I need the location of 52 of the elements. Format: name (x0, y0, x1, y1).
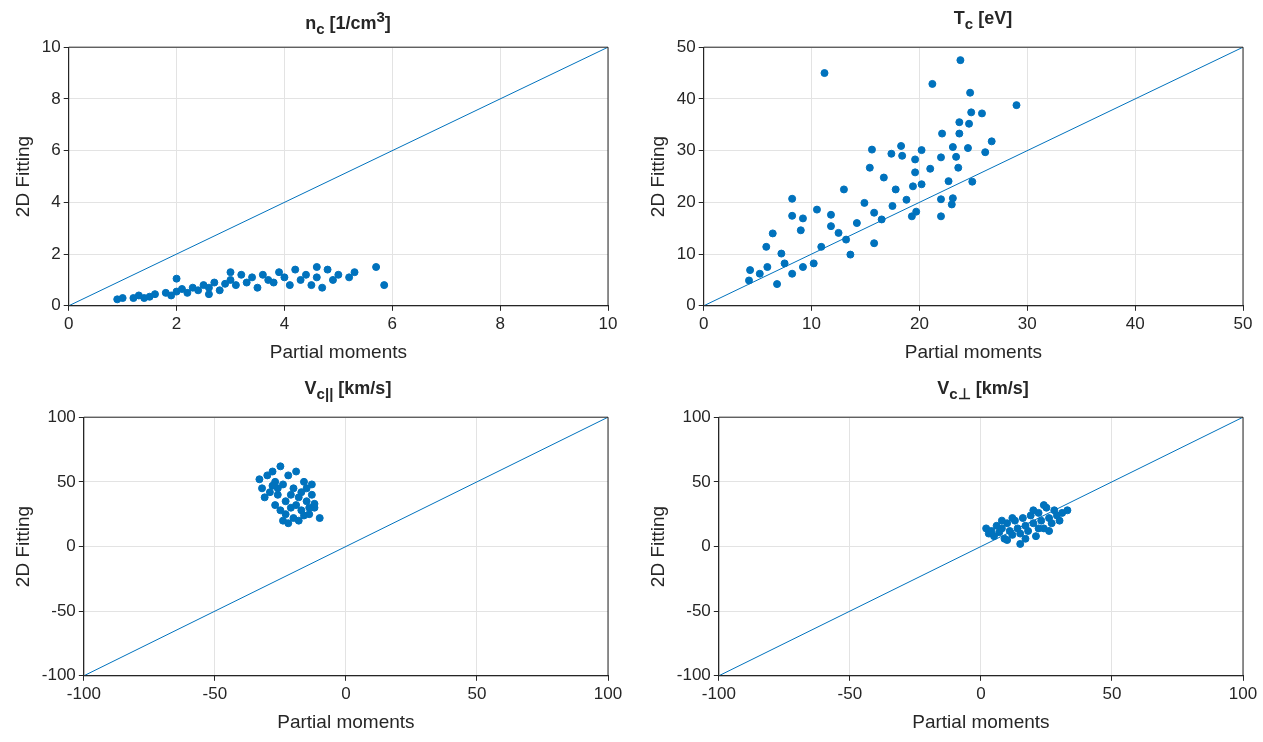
y-tick-label: -50 (51, 600, 76, 620)
y-tick-label: 2 (51, 243, 61, 263)
x-tick-label: 20 (909, 313, 929, 333)
x-tick-label: 30 (1017, 313, 1037, 333)
y-tick-label: -100 (41, 665, 76, 685)
y-tick-label: 0 (686, 295, 696, 315)
y-axis-title: 2D Fitting (11, 505, 33, 588)
x-tick-label: 40 (1125, 313, 1145, 333)
y-tick-label: 8 (51, 88, 61, 108)
x-tick-label: 0 (341, 683, 351, 703)
y-tick-label: 4 (51, 192, 61, 212)
y-tick-label: 0 (701, 536, 711, 556)
y-axis-title: 2D Fitting (11, 135, 33, 218)
x-axis-title: Partial moments (269, 340, 407, 362)
x-tick-label: 50 (1233, 313, 1253, 333)
x-tick-label: 0 (976, 683, 986, 703)
x-tick-label: 50 (1102, 683, 1122, 703)
chart-title: V$_{c||}$ [km/s] (303, 378, 393, 404)
y-tick-label: 6 (51, 140, 61, 160)
y-tick-label: 100 (47, 406, 76, 426)
y-axis-title: 2D Fitting (646, 135, 668, 218)
x-axis-title: Partial moments (904, 340, 1042, 362)
x-axis-title: Partial moments (277, 710, 415, 732)
x-tick-label: -50 (837, 683, 863, 703)
chart-title: V$_{c⊥}$ [km/s] (936, 378, 1030, 404)
y-tick-label: -100 (676, 665, 711, 685)
y-tick-label: 10 (41, 36, 61, 56)
x-tick-label: -50 (202, 683, 228, 703)
y-tick-label: 50 (676, 36, 696, 56)
y-tick-label: 10 (676, 243, 696, 263)
y-axis-title: 2D Fitting (646, 505, 668, 588)
x-tick-label: 6 (387, 313, 398, 333)
x-tick-label: 8 (495, 313, 505, 333)
y-tick-label: -50 (686, 600, 711, 620)
x-tick-label: 100 (1228, 683, 1258, 703)
y-tick-label: 40 (676, 88, 696, 108)
x-tick-label: 10 (802, 313, 822, 333)
chart-title: T$_{c}$ [eV] (952, 8, 1014, 34)
y-tick-label: 0 (66, 536, 76, 556)
x-tick-label: 4 (279, 313, 290, 333)
x-tick-label: 50 (467, 683, 487, 703)
y-tick-label: 50 (691, 471, 711, 491)
y-tick-label: 0 (51, 295, 61, 315)
y-tick-label: 20 (676, 192, 696, 212)
x-axis-title: Partial moments (912, 710, 1050, 732)
x-tick-label: 2 (171, 313, 182, 333)
chart-title: n$_{c}$ [1/cm$^{3}$] (304, 8, 392, 37)
y-tick-label: 50 (56, 471, 76, 491)
x-tick-label: 10 (598, 313, 618, 333)
x-tick-label: 100 (593, 683, 623, 703)
y-tick-label: 30 (676, 140, 696, 160)
y-tick-label: 100 (682, 406, 711, 426)
